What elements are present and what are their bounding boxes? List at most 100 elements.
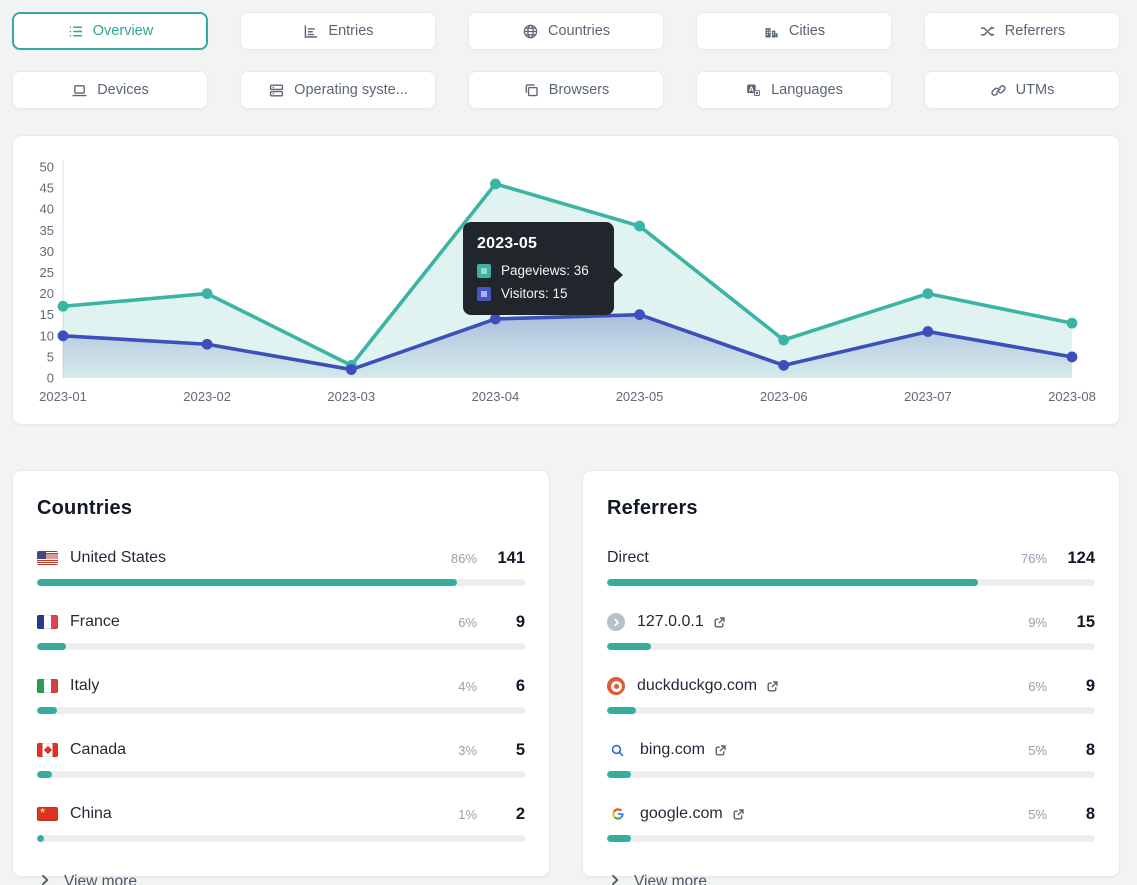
row-bar-fill [37, 835, 44, 842]
tab-countries[interactable]: Countries [468, 12, 664, 50]
tab-referrers[interactable]: Referrers [924, 12, 1120, 50]
row-percent: 6% [458, 614, 477, 630]
data-point-visitors-2023-04[interactable] [490, 313, 501, 325]
x-axis-label: 2023-03 [327, 389, 375, 404]
tab-browsers[interactable]: Browsers [468, 71, 664, 109]
countries-view-more-button[interactable]: View more [37, 867, 525, 885]
y-axis-tick: 40 [40, 202, 54, 217]
row-label: United States [70, 549, 167, 566]
referrer-row[interactable]: duckduckgo.com 6% 9 [607, 675, 1095, 714]
row-value: 8 [1085, 740, 1095, 759]
referrers-card: Referrers Direct 76% 124 127.0.0.1 9% 15 duckd… [582, 470, 1120, 885]
tab-operating-syste[interactable]: Operating syste... [240, 71, 436, 109]
data-point-pageviews-2023-07[interactable] [922, 288, 934, 299]
browser-windows-icon [523, 82, 540, 99]
tab-label: Referrers [1004, 23, 1066, 39]
data-point-pageviews-2023-01[interactable] [57, 300, 69, 312]
data-point-visitors-2023-07[interactable] [922, 326, 934, 337]
row-header: China 1% 2 [37, 803, 525, 825]
row-value: 5 [515, 740, 525, 759]
row-header: Canada 3% 5 [37, 739, 525, 761]
country-row[interactable]: Italy 4% 6 [37, 675, 525, 714]
data-point-pageviews-2023-08[interactable] [1066, 317, 1078, 329]
referrers-view-more-button[interactable]: View more [607, 867, 1095, 885]
data-point-visitors-2023-08[interactable] [1066, 351, 1078, 363]
data-point-visitors-2023-02[interactable] [201, 338, 213, 350]
row-label: Canada [70, 741, 127, 758]
x-axis-label: 2023-02 [183, 389, 231, 404]
x-axis-label: 2023-01 [39, 389, 87, 404]
y-axis-tick: 45 [40, 181, 54, 196]
tab-devices[interactable]: Devices [12, 71, 208, 109]
row-value: 124 [1067, 548, 1095, 567]
row-header: bing.com 5% 8 [607, 739, 1095, 761]
referrer-row[interactable]: google.com 5% 8 [607, 803, 1095, 842]
data-point-visitors-2023-05[interactable] [634, 309, 645, 321]
entries-chart-icon [302, 23, 319, 40]
country-row[interactable]: Canada 3% 5 [37, 739, 525, 778]
tab-label: Browsers [548, 82, 610, 98]
tab-utms[interactable]: UTMs [924, 71, 1120, 109]
tab-entries[interactable]: Entries [240, 12, 436, 50]
countries-title: Countries [37, 497, 133, 519]
tab-cities[interactable]: Cities [696, 12, 892, 50]
tooltip-pageviews-row: Pageviews: 36 [477, 263, 600, 278]
countries-list: United States 86% 141 France 6% 9 Italy 4% 6 Cana… [37, 547, 525, 867]
row-bar-fill [607, 643, 651, 650]
external-link-icon[interactable] [714, 744, 727, 757]
data-point-pageviews-2023-05[interactable] [634, 220, 645, 232]
row-value: 9 [1085, 676, 1095, 695]
row-value: 8 [1085, 804, 1095, 823]
data-point-visitors-2023-03[interactable] [345, 364, 357, 375]
row-label: Italy [70, 677, 100, 694]
data-point-pageviews-2023-02[interactable] [201, 288, 213, 299]
tooltip-pageviews-text: Pageviews: 36 [501, 263, 589, 278]
breakdown-cards: Countries United States 86% 141 France 6% 9 It… [12, 470, 1137, 885]
referrer-row[interactable]: 127.0.0.1 9% 15 [607, 611, 1095, 650]
country-row[interactable]: France 6% 9 [37, 611, 525, 650]
row-value: 9 [515, 612, 525, 631]
google-favicon [607, 805, 628, 823]
row-header: Italy 4% 6 [37, 675, 525, 697]
data-point-pageviews-2023-06[interactable] [778, 334, 790, 346]
country-row[interactable]: United States 86% 141 [37, 547, 525, 586]
y-axis-tick: 50 [40, 160, 54, 175]
row-bar-fill [607, 771, 632, 778]
tab-label: Entries [328, 23, 374, 39]
y-axis-tick: 20 [40, 286, 54, 301]
bing-favicon [607, 741, 628, 759]
country-row[interactable]: China 1% 2 [37, 803, 525, 842]
row-header: 127.0.0.1 9% 15 [607, 611, 1095, 633]
chart-tooltip: 2023-05 Pageviews: 36 Visitors: 15 [463, 222, 623, 315]
row-bar-track [607, 579, 1095, 586]
referrer-row[interactable]: Direct 76% 124 [607, 547, 1095, 586]
view-more-label: View more [64, 873, 137, 885]
row-bar-track [37, 579, 525, 586]
localhost-favicon [607, 613, 625, 631]
fr-flag-icon [37, 615, 58, 629]
x-axis-label: 2023-04 [472, 389, 520, 404]
countries-card: Countries United States 86% 141 France 6% 9 It… [12, 470, 550, 885]
row-label: Direct [607, 549, 649, 566]
data-point-pageviews-2023-04[interactable] [490, 178, 501, 190]
tooltip-visitors-text: Visitors: 15 [501, 286, 568, 301]
external-link-icon[interactable] [732, 808, 745, 821]
tab-overview[interactable]: Overview [12, 12, 208, 50]
filter-tabs: Overview Entries Countries Cities Referrers D… [12, 12, 1120, 109]
y-axis-tick: 5 [47, 349, 54, 364]
row-bar-fill [607, 579, 978, 586]
server-stack-icon [268, 82, 285, 99]
tab-languages[interactable]: A Languages [696, 71, 892, 109]
tooltip-title: 2023-05 [477, 235, 538, 252]
city-buildings-icon [763, 23, 780, 40]
y-axis-tick: 30 [40, 244, 54, 259]
traffic-chart-card: 0 5 10 15 20 25 30 35 40 45 50 2023-01 2023-02 2023-0… [12, 135, 1120, 425]
data-point-visitors-2023-01[interactable] [57, 330, 69, 342]
external-link-icon[interactable] [713, 616, 726, 629]
referrer-row[interactable]: bing.com 5% 8 [607, 739, 1095, 778]
laptop-icon [71, 82, 88, 99]
link-icon [990, 82, 1007, 99]
external-link-icon[interactable] [766, 680, 779, 693]
row-value: 2 [515, 804, 525, 823]
data-point-visitors-2023-06[interactable] [778, 359, 790, 371]
